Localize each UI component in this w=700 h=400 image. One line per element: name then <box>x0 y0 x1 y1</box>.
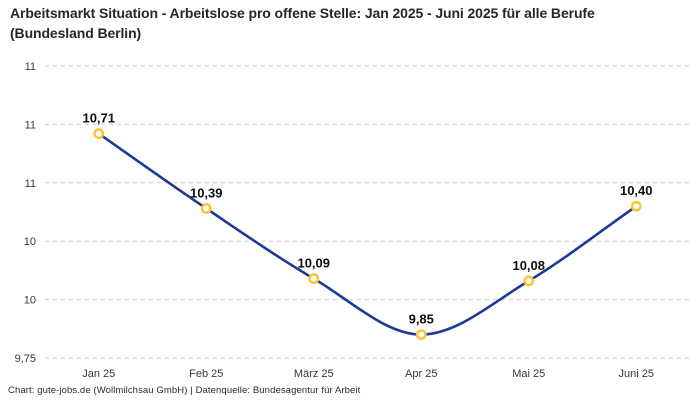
x-axis-tick-label: Juni 25 <box>619 368 654 380</box>
data-point-marker[interactable] <box>308 273 320 284</box>
y-axis-tick-label: 11 <box>25 119 36 131</box>
y-axis-tick-label: 9,75 <box>15 353 36 365</box>
data-point-marker[interactable] <box>630 200 642 212</box>
x-axis-tick-label: Apr 25 <box>405 368 437 380</box>
data-point-marker[interactable] <box>523 275 535 287</box>
chart-title: Arbeitsmarkt Situation - Arbeitslose pro… <box>10 5 595 41</box>
data-point-label: 10,71 <box>82 111 115 126</box>
data-point-label: 10,39 <box>190 186 223 201</box>
data-point-marker[interactable] <box>200 203 212 214</box>
x-axis-tick-label: Mai 25 <box>512 368 545 380</box>
x-axis-tick-label: Jan 25 <box>82 368 115 380</box>
y-axis-tick-label: 10 <box>24 236 36 248</box>
data-point-marker[interactable] <box>415 329 427 340</box>
x-axis-tick-label: März 25 <box>294 368 334 380</box>
data-point-label: 9,85 <box>409 312 434 327</box>
data-point-label: 10,40 <box>620 183 653 198</box>
x-axis-tick-label: Feb 25 <box>189 368 223 380</box>
chart-source-attribution: Chart: gute-jobs.de (Wollmilchsau GmbH) … <box>8 385 361 396</box>
y-axis-tick-label: 11 <box>25 61 36 73</box>
data-point-marker[interactable] <box>93 128 105 140</box>
data-point-label: 10,08 <box>512 258 545 273</box>
line-series <box>97 132 638 336</box>
y-axis-tick-label: 11 <box>25 178 36 190</box>
y-axis-tick-label: 10 <box>24 295 36 307</box>
data-point-label: 10,09 <box>297 256 330 271</box>
